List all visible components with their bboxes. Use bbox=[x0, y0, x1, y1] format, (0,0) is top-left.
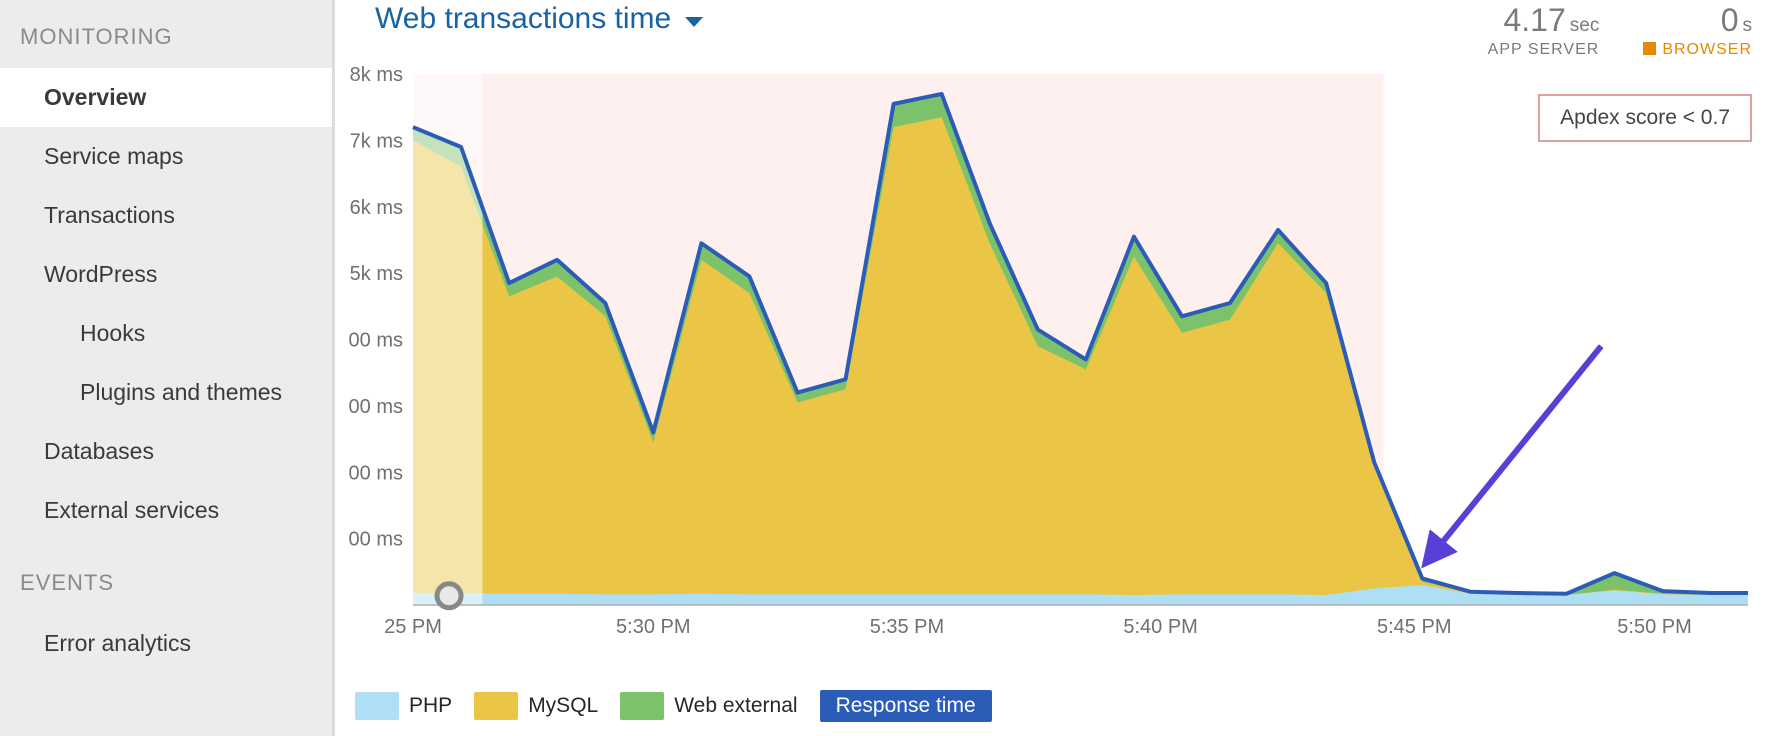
legend-swatch bbox=[355, 692, 399, 720]
annotation-arrow bbox=[1425, 346, 1601, 564]
y-tick-label: 7k ms bbox=[350, 130, 403, 152]
dim-overlay bbox=[413, 74, 482, 605]
chart-title-text: Web transactions time bbox=[375, 2, 671, 36]
sidebar-item-databases[interactable]: Databases bbox=[0, 422, 332, 481]
chart-title-dropdown[interactable]: Web transactions time bbox=[353, 2, 703, 36]
apdex-warning[interactable]: Apdex score < 0.7 bbox=[1538, 94, 1752, 142]
sidebar-item-service-maps[interactable]: Service maps bbox=[0, 127, 332, 186]
legend-item-web-external[interactable]: Web external bbox=[620, 692, 797, 720]
sidebar-item-error-analytics[interactable]: Error analytics bbox=[0, 614, 332, 673]
chart-legend: PHP MySQL Web external Response time bbox=[355, 690, 992, 722]
sidebar: MONITORING OverviewService mapsTransacti… bbox=[0, 0, 335, 736]
y-tick-label: 3000 ms bbox=[348, 396, 403, 418]
legend-item-mysql[interactable]: MySQL bbox=[474, 692, 598, 720]
y-tick-label: 2000 ms bbox=[348, 462, 403, 484]
sidebar-item-hooks[interactable]: Hooks bbox=[0, 304, 332, 363]
y-tick-label: 4000 ms bbox=[348, 330, 403, 352]
legend-item-php[interactable]: PHP bbox=[355, 692, 452, 720]
sidebar-heading-events: EVENTS bbox=[0, 558, 332, 614]
y-tick-label: 5k ms bbox=[350, 263, 403, 285]
sidebar-item-external-services[interactable]: External services bbox=[0, 481, 332, 540]
sidebar-item-wordpress[interactable]: WordPress bbox=[0, 245, 332, 304]
sidebar-item-plugins-and-themes[interactable]: Plugins and themes bbox=[0, 363, 332, 422]
legend-swatch bbox=[620, 692, 664, 720]
event-marker[interactable] bbox=[437, 584, 461, 608]
legend-swatch bbox=[474, 692, 518, 720]
sidebar-item-overview[interactable]: Overview bbox=[0, 68, 332, 127]
chart[interactable]: 1000 ms 2000 ms 3000 ms 4000 ms 5k ms 6k ms 7k… bbox=[348, 50, 1748, 690]
y-tick-label: 8k ms bbox=[350, 64, 403, 86]
sidebar-heading-monitoring: MONITORING bbox=[0, 12, 332, 68]
y-tick-label: 1000 ms bbox=[348, 529, 403, 551]
x-tick-label: 5:45 PM bbox=[1377, 616, 1451, 638]
sidebar-item-transactions[interactable]: Transactions bbox=[0, 186, 332, 245]
legend-item-response-time[interactable]: Response time bbox=[820, 690, 992, 722]
x-tick-label: 5:30 PM bbox=[616, 616, 690, 638]
y-tick-label: 6k ms bbox=[350, 197, 403, 219]
x-tick-label: 5:35 PM bbox=[870, 616, 944, 638]
x-tick-label: 5:40 PM bbox=[1123, 616, 1197, 638]
chevron-down-icon bbox=[685, 17, 703, 27]
x-tick-label: 5:50 PM bbox=[1617, 616, 1691, 638]
x-tick-label: 25 PM bbox=[384, 616, 442, 638]
